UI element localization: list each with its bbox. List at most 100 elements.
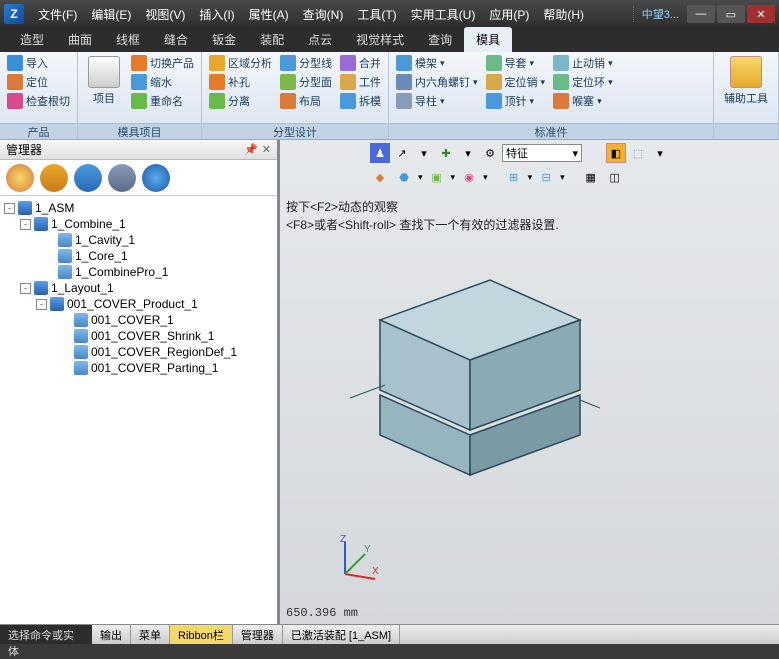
bushing-button[interactable]: 导套▾ xyxy=(483,54,549,72)
menu-tool[interactable]: 工具(T) xyxy=(351,4,402,25)
status-ribbon[interactable]: Ribbon栏 xyxy=(170,625,233,644)
tab-assembly[interactable]: 装配 xyxy=(248,27,296,52)
vp-shape4-icon[interactable]: ◉ xyxy=(459,167,479,187)
sidebar-pin-icon[interactable]: 📌 xyxy=(244,143,258,156)
tree-node-cover-regiondef[interactable]: 001_COVER_RegionDef_1 xyxy=(4,344,273,360)
rename-button[interactable]: 重命名 xyxy=(128,92,197,110)
tab-surface[interactable]: 曲面 xyxy=(56,27,104,52)
workpiece-button[interactable]: 工件 xyxy=(337,73,384,91)
status-menu[interactable]: 菜单 xyxy=(131,625,170,644)
menu-attr[interactable]: 属性(A) xyxy=(243,4,295,25)
sidebar-close-icon[interactable]: ✕ xyxy=(262,143,271,156)
vp-gear-icon[interactable]: ⚙ xyxy=(480,143,500,163)
tool-glasses-icon[interactable] xyxy=(108,164,136,192)
vp-person-icon[interactable]: ♟ xyxy=(370,143,390,163)
sprue-button[interactable]: 喉塞▾ xyxy=(550,92,616,110)
vp-misc2-icon[interactable]: ◫ xyxy=(605,167,625,187)
vp-shape1-icon[interactable]: ◆ xyxy=(370,167,390,187)
tab-visualstyle[interactable]: 视觉样式 xyxy=(344,27,416,52)
menu-app[interactable]: 应用(P) xyxy=(483,4,535,25)
guide-button[interactable]: 导柱▾ xyxy=(393,92,481,110)
tab-wireframe[interactable]: 线框 xyxy=(104,27,152,52)
tool-globe-icon[interactable] xyxy=(142,164,170,192)
tree-node-cover-parting[interactable]: 001_COVER_Parting_1 xyxy=(4,360,273,376)
tool-pin-icon[interactable] xyxy=(40,164,68,192)
tab-heal[interactable]: 缝合 xyxy=(152,27,200,52)
check-undercut-button[interactable]: 检查根切 xyxy=(4,92,73,110)
vp-dropdown-2[interactable]: ▾ xyxy=(458,143,478,163)
viewport-toolbar-2: ◆ ⬣▾ ▣▾ ◉▾ ⊞▾ ⊟▾ ▦ ◫ xyxy=(370,166,625,188)
ribbon-group-moldproject: 项目 切换产品 缩水 重命名 模具项目 xyxy=(78,52,202,139)
parting-face-button[interactable]: 分型面 xyxy=(277,73,335,91)
tree-node-layout[interactable]: -1_Layout_1 xyxy=(4,280,273,296)
sidebar-toolbar xyxy=(0,160,277,196)
minimize-button[interactable]: — xyxy=(687,5,715,23)
vp-filter-combo[interactable]: 特征▾ xyxy=(502,144,582,162)
aux-tools-button[interactable]: 辅助工具 xyxy=(718,54,774,121)
tree-node-cover-product[interactable]: -001_COVER_Product_1 xyxy=(4,296,273,312)
ejector-button[interactable]: 顶针▾ xyxy=(483,92,549,110)
menu-file[interactable]: 文件(F) xyxy=(32,4,83,25)
vp-grid2-icon[interactable]: ⊟ xyxy=(536,167,556,187)
status-output[interactable]: 输出 xyxy=(92,625,131,644)
menu-insert[interactable]: 插入(I) xyxy=(193,4,240,25)
locpin-button[interactable]: 定位销▾ xyxy=(483,73,549,91)
menu-query[interactable]: 查询(N) xyxy=(297,4,350,25)
tab-sheetmetal[interactable]: 钣金 xyxy=(200,27,248,52)
model-tree[interactable]: -1_ASM -1_Combine_1 1_Cavity_1 1_Core_1 … xyxy=(0,196,277,624)
ribbon-group-standard: 模架▾ 内六角螺钉▾ 导柱▾ 导套▾ 定位销▾ 顶针▾ 止动销▾ 定位环▾ 喉塞… xyxy=(389,52,714,139)
switch-product-button[interactable]: 切换产品 xyxy=(128,54,197,72)
tab-mold[interactable]: 模具 xyxy=(464,27,512,52)
tree-node-combine[interactable]: -1_Combine_1 xyxy=(4,216,273,232)
vp-cube-icon[interactable]: ⬚ xyxy=(628,143,648,163)
merge-button[interactable]: 合并 xyxy=(337,54,384,72)
layout-button[interactable]: 布局 xyxy=(277,92,335,110)
menu-edit[interactable]: 编辑(E) xyxy=(85,4,137,25)
svg-text:Z: Z xyxy=(340,534,346,545)
parting-line-button[interactable]: 分型线 xyxy=(277,54,335,72)
tree-node-core[interactable]: 1_Core_1 xyxy=(4,248,273,264)
stopper-button[interactable]: 止动销▾ xyxy=(550,54,616,72)
tab-query[interactable]: 查询 xyxy=(416,27,464,52)
tool-palette-icon[interactable] xyxy=(6,164,34,192)
demold-button[interactable]: 拆模 xyxy=(337,92,384,110)
tree-node-cavity[interactable]: 1_Cavity_1 xyxy=(4,232,273,248)
region-analysis-button[interactable]: 区域分析 xyxy=(206,54,275,72)
vp-shape3-icon[interactable]: ▣ xyxy=(427,167,447,187)
locate-button[interactable]: 定位 xyxy=(4,73,73,91)
patch-button[interactable]: 补孔 xyxy=(206,73,275,91)
tab-modeling[interactable]: 造型 xyxy=(8,27,56,52)
menu-util[interactable]: 实用工具(U) xyxy=(405,4,482,25)
menu-view[interactable]: 视图(V) xyxy=(139,4,191,25)
locring-button[interactable]: 定位环▾ xyxy=(550,73,616,91)
split-button[interactable]: 分离 xyxy=(206,92,275,110)
vp-dropdown-3[interactable]: ▾ xyxy=(650,143,670,163)
project-button[interactable]: 项目 xyxy=(82,54,126,121)
vp-add-icon[interactable]: ✚ xyxy=(436,143,456,163)
tree-node-cover-shrink[interactable]: 001_COVER_Shrink_1 xyxy=(4,328,273,344)
ribbon-label-product: 产品 xyxy=(0,123,77,139)
vp-box-icon[interactable]: ◧ xyxy=(606,143,626,163)
close-button[interactable]: ✕ xyxy=(747,5,775,23)
vp-dropdown-1[interactable]: ▾ xyxy=(414,143,434,163)
vp-shape2-icon[interactable]: ⬣ xyxy=(394,167,414,187)
moldbase-button[interactable]: 模架▾ xyxy=(393,54,481,72)
vp-grid1-icon[interactable]: ⊞ xyxy=(504,167,524,187)
tree-node-combinepro[interactable]: 1_CombinePro_1 xyxy=(4,264,273,280)
ribbon-label-moldproject: 模具项目 xyxy=(78,123,201,139)
status-manager[interactable]: 管理器 xyxy=(233,625,283,644)
tab-pointcloud[interactable]: 点云 xyxy=(296,27,344,52)
import-button[interactable]: 导入 xyxy=(4,54,73,72)
ribbon-tabs: 造型 曲面 线框 缝合 钣金 装配 点云 视觉样式 查询 模具 xyxy=(0,28,779,52)
vp-arrow-icon[interactable]: ↗ xyxy=(392,143,412,163)
menu-help[interactable]: 帮助(H) xyxy=(537,4,590,25)
viewport-axis-triad: Z X Y xyxy=(330,534,380,584)
maximize-button[interactable]: ▭ xyxy=(717,5,745,23)
vp-misc1-icon[interactable]: ▦ xyxy=(581,167,601,187)
hexbolt-button[interactable]: 内六角螺钉▾ xyxy=(393,73,481,91)
viewport[interactable]: ♟ ↗ ▾ ✚ ▾ ⚙ 特征▾ ◧ ⬚ ▾ ◆ ⬣▾ ▣▾ ◉▾ ⊞▾ ⊟▾ ▦… xyxy=(280,140,779,624)
tree-node-asm[interactable]: -1_ASM xyxy=(4,200,273,216)
shrink-button[interactable]: 缩水 xyxy=(128,73,197,91)
tool-layers-icon[interactable] xyxy=(74,164,102,192)
tree-node-cover[interactable]: 001_COVER_1 xyxy=(4,312,273,328)
